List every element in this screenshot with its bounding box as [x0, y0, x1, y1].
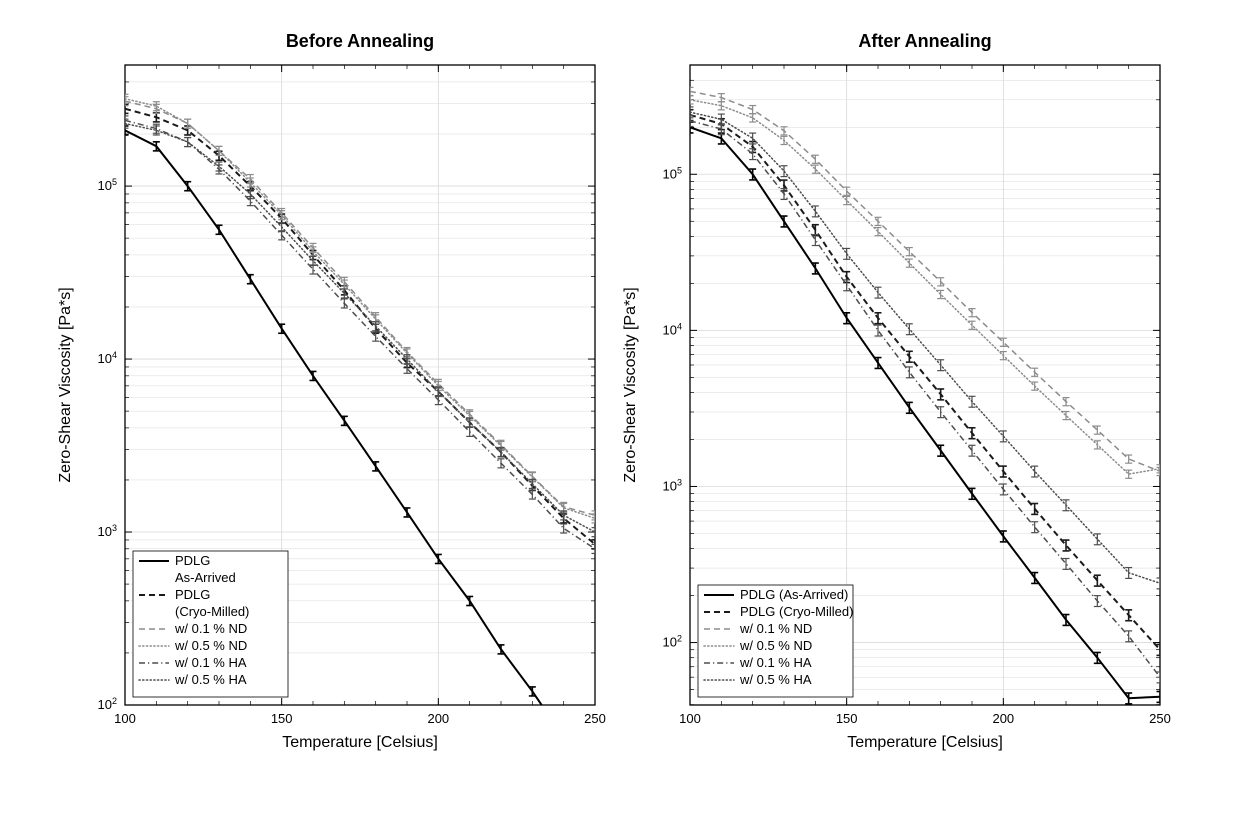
legend-item-label: PDLG — [175, 553, 210, 568]
svg-text:105: 105 — [663, 165, 682, 181]
legend-item-label: PDLG (Cryo-Milled) — [740, 604, 853, 619]
figure-container: 102 103 104 105 100 150 200 250 Before Annealing… — [0, 0, 1240, 818]
legend-item-label: w/ 0.1 % HA — [174, 655, 247, 670]
x-tick-label: 200 — [992, 711, 1014, 726]
x-tick-label: 200 — [427, 711, 449, 726]
x-tick-label: 100 — [114, 711, 136, 726]
series-line — [125, 124, 595, 533]
legend-item-label: As-Arrived — [175, 570, 236, 585]
legend-item-label: w/ 0.5 % ND — [174, 638, 247, 653]
svg-text:103: 103 — [98, 523, 117, 539]
svg-text:104: 104 — [663, 321, 682, 337]
legend-item-label: PDLG — [175, 587, 210, 602]
legend-item-label: PDLG (As-Arrived) — [740, 587, 848, 602]
svg-text:103: 103 — [663, 477, 682, 493]
x-axis-label: Temperature [Celsius] — [847, 734, 1003, 751]
series-line — [125, 109, 595, 545]
legend-item-label: w/ 0.1 % ND — [739, 621, 812, 636]
svg-text:102: 102 — [663, 634, 682, 650]
legend-item-label: w/ 0.1 % ND — [174, 621, 247, 636]
chart-svg: 102 103 104 105 100 150 200 250 Before Annealing… — [0, 0, 1240, 818]
series-line — [125, 120, 595, 548]
x-tick-label: 250 — [1149, 711, 1171, 726]
x-tick-label: 150 — [271, 711, 293, 726]
x-axis-label: Temperature [Celsius] — [282, 734, 438, 751]
svg-text:105: 105 — [98, 177, 117, 193]
series-line — [690, 112, 1160, 583]
panel-title: Before Annealing — [286, 31, 434, 51]
legend-item-label: w/ 0.5 % HA — [739, 672, 812, 687]
series-line — [690, 91, 1160, 471]
panel-title: After Annealing — [858, 31, 991, 51]
svg-text:104: 104 — [98, 350, 117, 366]
legend: PDLG (As-Arrived) PDLG (Cryo-Milled) w/ 0.… — [698, 585, 853, 697]
x-tick-label: 150 — [836, 711, 858, 726]
svg-text:102: 102 — [98, 696, 117, 712]
panel-after: 102 103 104 105 100 150 200 250 After Annealing T… — [622, 31, 1171, 751]
legend: PDLG As-Arrived PDLG (Cryo-Milled) w/ 0.1 % … — [133, 551, 288, 697]
legend-item-label: w/ 0.1 % HA — [739, 655, 812, 670]
y-axis-label: Zero-Shear Viscosity [Pa*s] — [622, 287, 639, 482]
legend-item-label: w/ 0.5 % HA — [174, 672, 247, 687]
series-line — [690, 115, 1160, 650]
x-tick-label: 100 — [679, 711, 701, 726]
legend-item-label: (Cryo-Milled) — [175, 604, 249, 619]
x-tick-label: 250 — [584, 711, 606, 726]
legend-item-label: w/ 0.5 % ND — [739, 638, 812, 653]
panel-before: 102 103 104 105 100 150 200 250 Before Annealing… — [57, 31, 606, 789]
y-axis-label: Zero-Shear Viscosity [Pa*s] — [57, 287, 74, 482]
